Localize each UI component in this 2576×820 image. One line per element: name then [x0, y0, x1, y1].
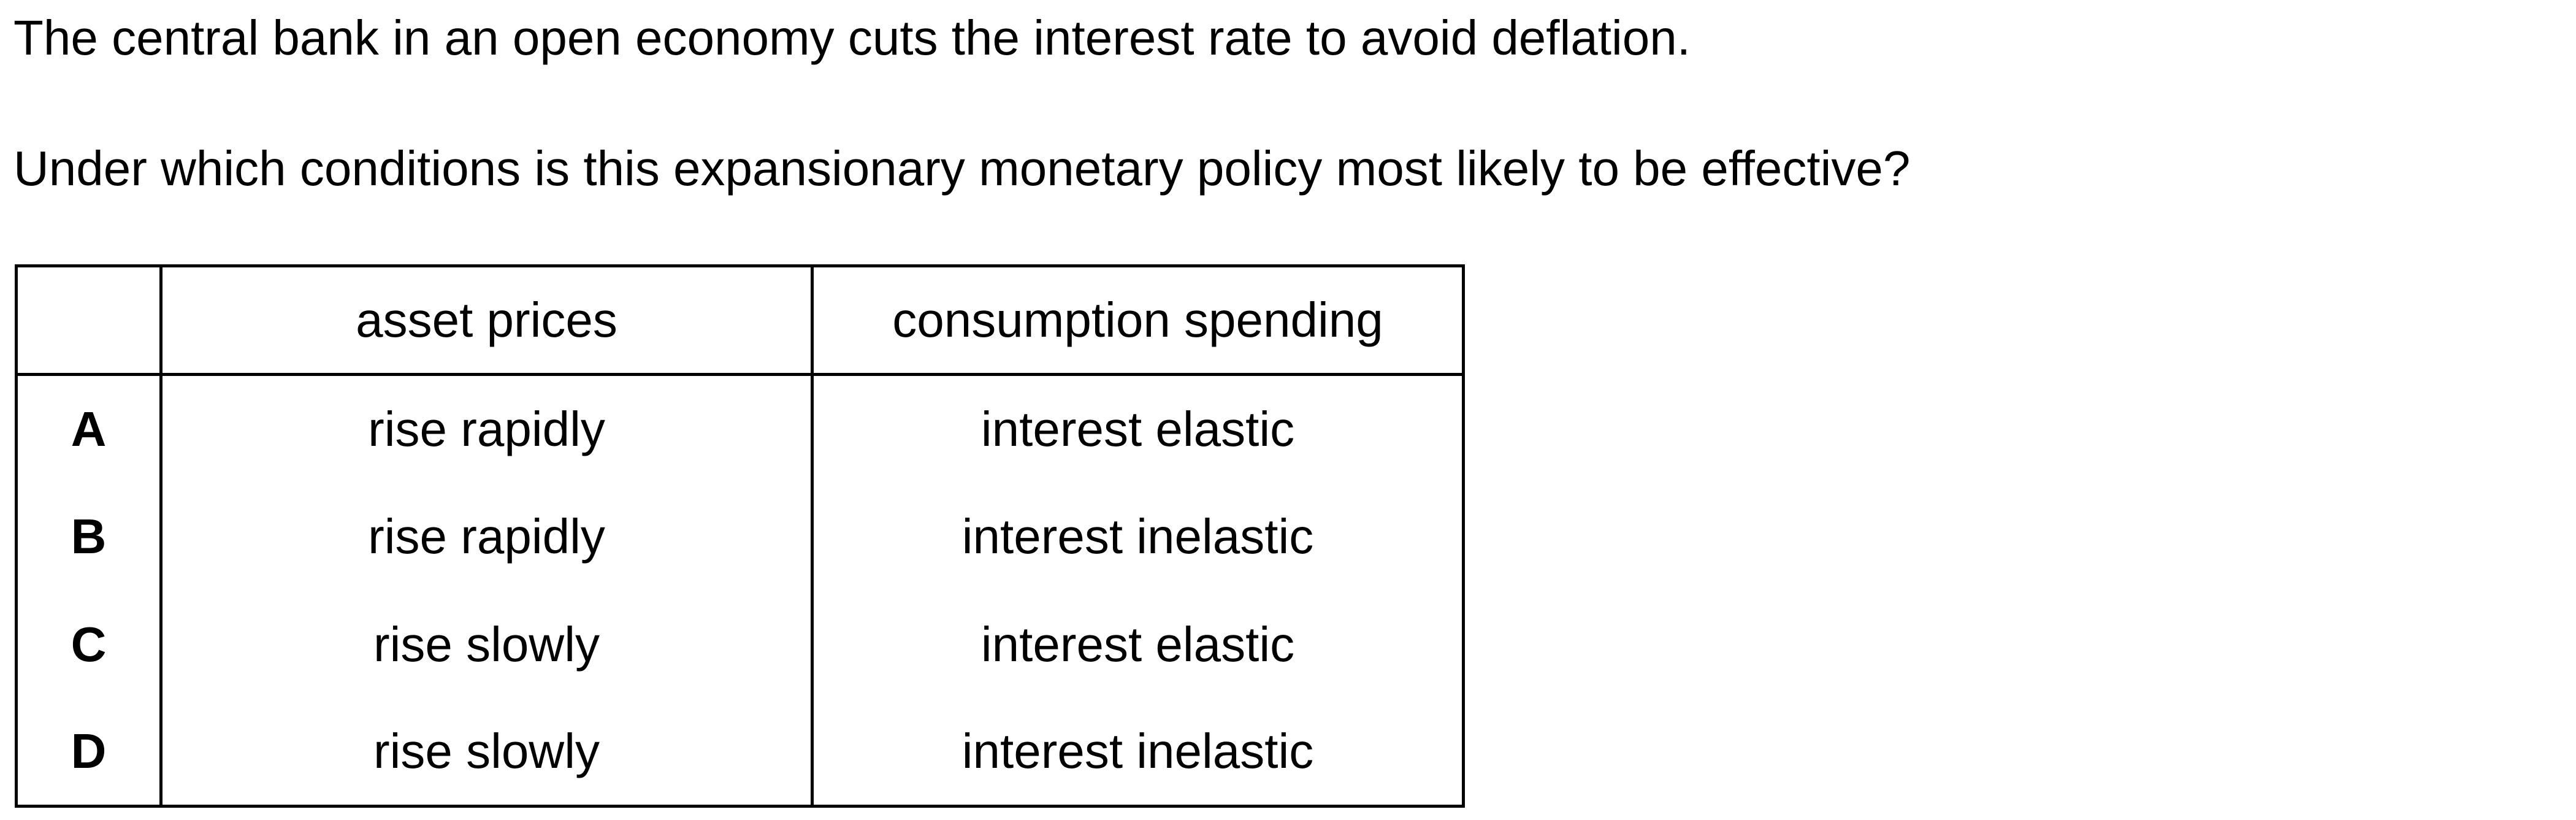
option-letter: A — [16, 374, 162, 483]
question-stem: The central bank in an open economy cuts… — [13, 10, 1691, 65]
asset-prices-cell: rise slowly — [161, 698, 814, 807]
consumption-spending-cell: interest inelastic — [961, 508, 1314, 564]
question-prompt: Under which conditions is this expansion… — [13, 141, 1911, 196]
answer-options-table: asset prices consumption spending A rise… — [15, 264, 1465, 808]
table-row: C rise slowly interest elastic — [16, 590, 1464, 699]
asset-prices-cell: rise slowly — [161, 590, 814, 699]
header-empty-cell — [16, 266, 162, 376]
consumption-spending-cell: interest elastic — [980, 616, 1295, 672]
header-asset-prices: asset prices — [161, 266, 814, 376]
table-row: D rise slowly interest inelastic — [16, 698, 1464, 807]
option-letter: D — [16, 698, 162, 807]
header-consumption-spending: consumption spending — [812, 266, 1464, 376]
option-letter: B — [16, 482, 162, 591]
option-letter: C — [16, 590, 162, 699]
consumption-spending-cell: interest elastic — [980, 401, 1295, 456]
asset-prices-cell: rise rapidly — [161, 374, 814, 483]
consumption-spending-cell: interest inelastic — [961, 724, 1314, 779]
table-row: B rise rapidly interest inelastic — [16, 482, 1464, 591]
table-header-row: asset prices consumption spending — [16, 266, 1464, 376]
table-row: A rise rapidly interest elastic — [16, 374, 1464, 483]
asset-prices-cell: rise rapidly — [161, 482, 814, 591]
